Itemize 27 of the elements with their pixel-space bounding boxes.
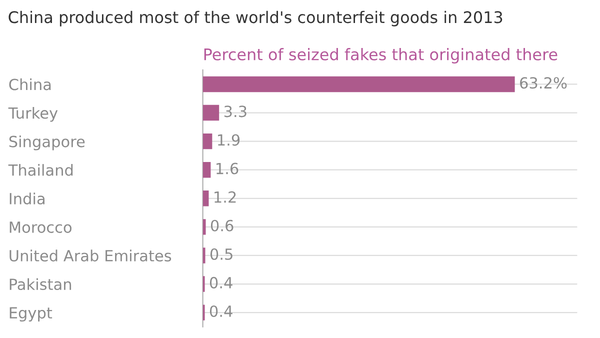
y-tick-label: Morocco [10, 222, 72, 233]
y-tick-label: China [9, 78, 51, 90]
bar [202, 190, 209, 206]
y-tick-label: Egypt [10, 307, 52, 322]
data-label: 63.2% [520, 77, 567, 89]
data-label: 0.4 [210, 305, 232, 318]
bar [202, 76, 515, 92]
chart-subtitle: Percent of seized fakes that originated there [204, 48, 558, 64]
bar [202, 133, 212, 150]
bar [202, 248, 206, 264]
y-tick-label: Thailand [8, 164, 73, 176]
chart-title: China produced most of the world's counterfeit goods in 2013 [8, 10, 502, 26]
bar [202, 104, 220, 121]
data-label: 0.5 [210, 248, 232, 260]
bar [202, 219, 206, 235]
y-tick-label: Turkey [8, 106, 58, 122]
data-label: 1.6 [216, 162, 238, 174]
data-label: 1.2 [214, 191, 236, 203]
data-label: 0.4 [210, 276, 232, 288]
bar [202, 162, 211, 178]
data-label: 1.9 [218, 134, 240, 146]
y-tick-label: India [10, 192, 44, 204]
y-tick-label: Singapore [9, 136, 85, 150]
y-tick-label: Pakistan [10, 278, 72, 290]
data-label: 0.6 [210, 220, 234, 232]
y-tick-label: United Arab Emirates [10, 250, 172, 262]
data-label: 3.3 [224, 106, 246, 118]
